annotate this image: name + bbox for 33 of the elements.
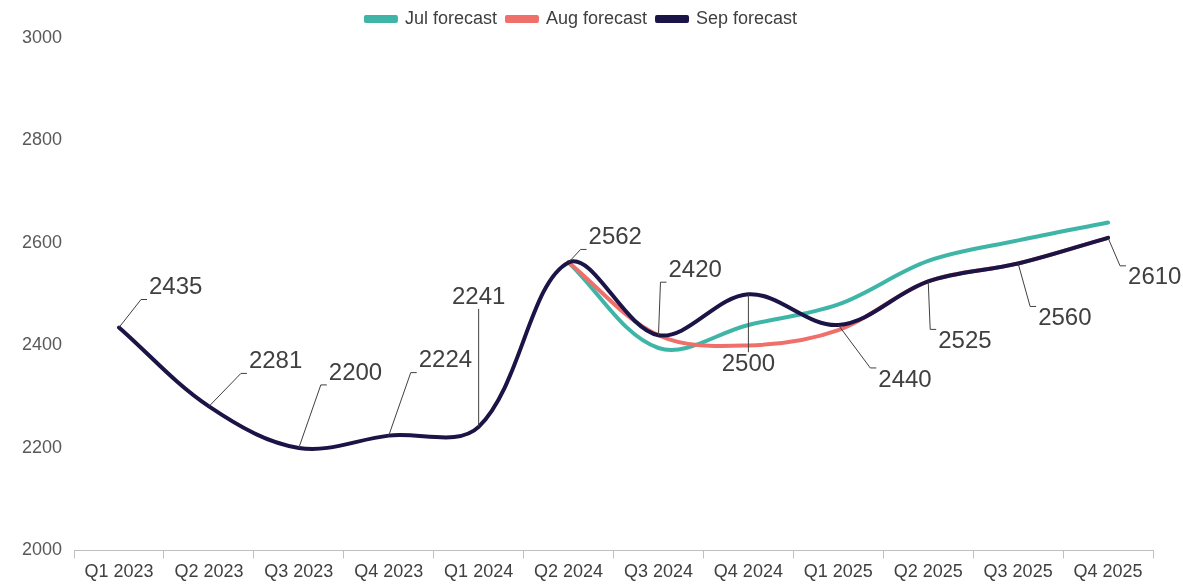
- x-tick-label: Q3 2023: [264, 561, 334, 582]
- data-label: 2435: [149, 272, 203, 300]
- legend-label: Sep forecast: [696, 7, 798, 28]
- data-label: 2241: [451, 281, 506, 309]
- data-label: 2525: [938, 326, 992, 354]
- y-tick-label: 2400: [22, 334, 63, 355]
- data-label: 2560: [1038, 303, 1092, 331]
- data-label: 2562: [588, 222, 642, 250]
- y-tick-label: 2600: [22, 231, 63, 252]
- x-tick-label: Q1 2023: [84, 561, 154, 582]
- x-tick-label: Q1 2024: [444, 561, 514, 582]
- data-label: 2440: [878, 364, 932, 392]
- legend-label: Jul forecast: [404, 7, 497, 28]
- x-tick-label: Q2 2024: [534, 561, 604, 582]
- x-tick-label: Q2 2023: [174, 561, 244, 582]
- y-tick-label: 3000: [22, 26, 63, 47]
- x-tick-label: Q1 2025: [803, 561, 873, 582]
- x-tick-label: Q3 2025: [983, 561, 1053, 582]
- y-tick-label: 2000: [22, 539, 63, 560]
- legend-label: Aug forecast: [545, 7, 648, 28]
- x-tick-label: Q4 2023: [354, 561, 424, 582]
- data-label: 2224: [418, 345, 473, 373]
- x-tick-label: Q3 2024: [623, 561, 694, 582]
- x-tick-label: Q4 2025: [1073, 561, 1143, 582]
- data-label: 2200: [328, 357, 383, 385]
- y-tick-label: 2200: [22, 436, 63, 457]
- data-label: 2500: [721, 348, 776, 376]
- data-label: 2281: [248, 346, 303, 374]
- data-label: 2420: [668, 254, 722, 282]
- x-tick-label: Q4 2024: [713, 561, 783, 582]
- data-label: 2610: [1128, 262, 1182, 290]
- x-tick-label: Q2 2025: [893, 561, 963, 582]
- y-tick-label: 2800: [22, 129, 63, 150]
